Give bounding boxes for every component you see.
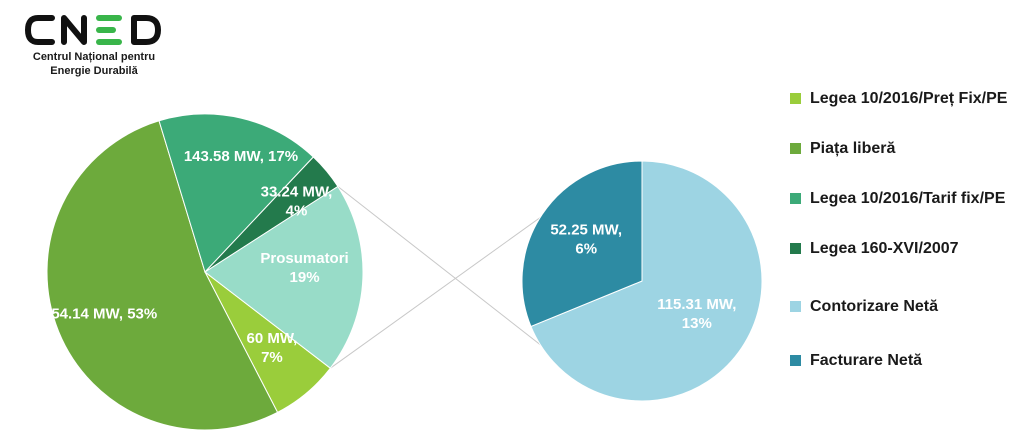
sub-slice-contorizare-neta	[530, 160, 763, 402]
legend-swatch	[790, 355, 801, 366]
main-slice-piata-libera	[46, 120, 279, 431]
org-name-line-1: Centrul Național pentru	[32, 51, 156, 63]
legend-item-legea-10-2016-tarif-fix-pe: Legea 10/2016/Tarif fix/PE	[790, 188, 1010, 209]
legend-label: Facturare Netă	[810, 352, 923, 369]
cned-logo-icon	[24, 15, 161, 45]
logo-block: Centrul Național pentru Energie Durabilă	[24, 10, 174, 78]
legend-label: Legea 10/2016/Tarif fix/PE	[810, 190, 1006, 207]
legend-label: Legea 10/2016/Preț Fix/PE	[810, 90, 1008, 107]
legend-item-legea-160-xvi-2007: Legea 160-XVI/2007	[790, 238, 1010, 259]
legend-swatch	[790, 143, 801, 154]
legend-label: Contorizare Netă	[810, 298, 939, 315]
legend-swatch	[790, 193, 801, 204]
sub-label-contorizare-neta: 115.31 MW, 13%	[657, 296, 736, 332]
slice-labels: 60 MW, 7% 454.14 MW, 53% 143.58 MW, 17% 33.2…	[43, 148, 736, 366]
legend-swatch	[790, 243, 801, 254]
main-slice-prosumatori	[204, 185, 364, 369]
sub-pie	[521, 160, 763, 402]
legend-item-contorizare-neta: Contorizare Netă	[790, 296, 1010, 317]
main-pie	[46, 113, 364, 431]
legend-item-legea-10-2016-pret-fix-pe: Legea 10/2016/Preț Fix/PE	[790, 88, 1010, 109]
sub-slice-facturare-neta	[521, 160, 643, 328]
main-label-piata-libera: 454.14 MW, 53%	[43, 306, 157, 323]
main-label-legea-10-2016-pret-fix-pe: 60 MW, 7%	[246, 330, 297, 366]
legend-item-piata-libera: Piața liberă	[790, 138, 1010, 159]
main-label-legea-10-2016-tarif-fix-pe: 143.58 MW, 17%	[184, 148, 298, 165]
legend-label: Legea 160-XVI/2007	[810, 240, 959, 257]
main-label-prosumatori: Prosumatori 19%	[260, 250, 348, 286]
sub-label-facturare-neta: 52.25 MW, 6%	[550, 222, 622, 258]
legend-swatch	[790, 301, 801, 312]
main-label-legea-160-xvi-2007: 33.24 MW, 4%	[261, 183, 333, 219]
main-slice-legea-10-2016-tarif-fix-pe	[158, 113, 315, 273]
legend-label: Piața liberă	[810, 140, 896, 157]
legend-item-facturare-neta: Facturare Netă	[790, 350, 1010, 371]
legend-swatch	[790, 93, 801, 104]
org-name-line-2: Energie Durabilă	[50, 65, 138, 77]
